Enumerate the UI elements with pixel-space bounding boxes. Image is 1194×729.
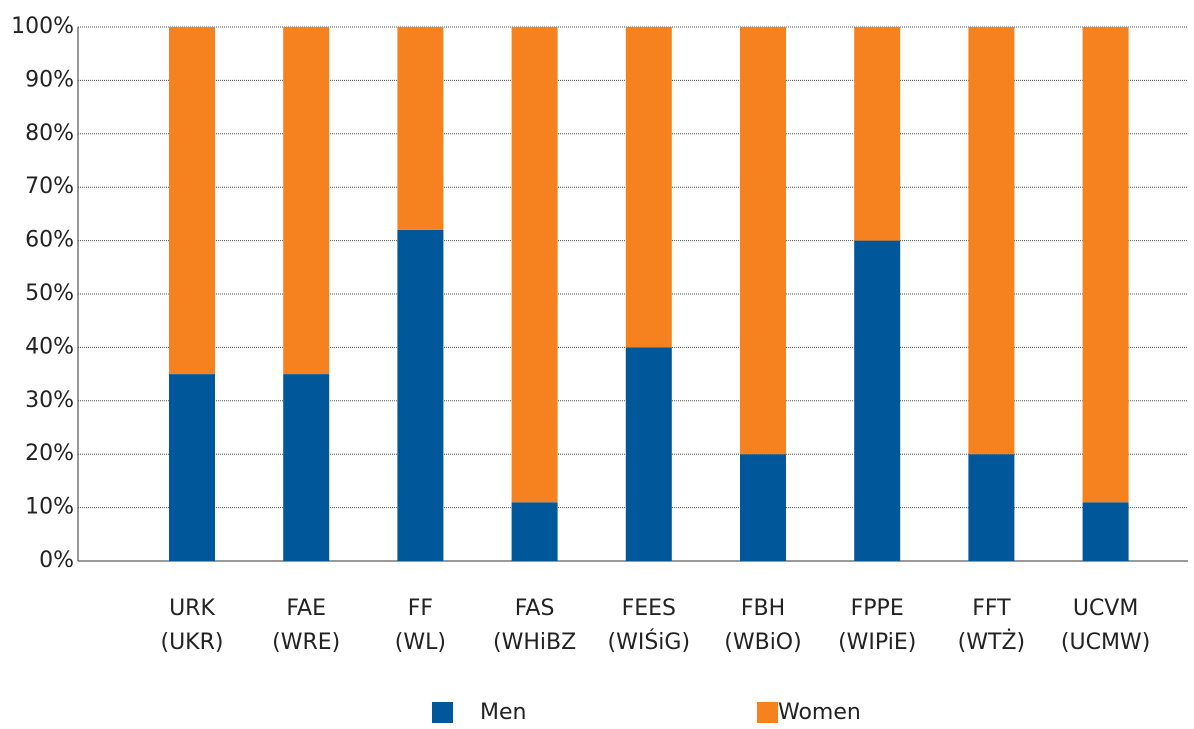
y-tick-label: 100% — [11, 14, 74, 39]
x-tick-label: URK — [169, 596, 215, 621]
bar-segment — [397, 229, 444, 562]
x-tick-label: (UKR) — [161, 630, 224, 655]
legend-label: Men — [480, 700, 526, 725]
x-tick-label: FAE — [286, 596, 326, 621]
bar-segment — [968, 27, 1015, 455]
x-tick-label: (WIŚiG) — [608, 629, 691, 655]
bar-segment — [625, 347, 672, 561]
x-tick-label: UCVM — [1073, 596, 1139, 621]
x-tick-label: (UCMW) — [1061, 630, 1150, 655]
legend-label: Women — [778, 700, 861, 725]
x-tick-label: FFT — [972, 596, 1011, 621]
legend-swatch — [757, 702, 778, 723]
bar-segment — [511, 27, 558, 503]
y-tick-label: 60% — [25, 228, 74, 253]
x-tick-label: (WIPiE) — [838, 630, 916, 655]
x-tick-label: FAS — [515, 596, 555, 621]
y-tick-label: 80% — [25, 121, 74, 146]
y-tick-label: 20% — [25, 441, 74, 466]
x-tick-label: (WBiO) — [724, 630, 801, 655]
x-tick-label: FEES — [622, 596, 676, 621]
bar-segment — [283, 27, 330, 375]
y-tick-label: 50% — [25, 281, 74, 306]
y-tick-label: 70% — [25, 174, 74, 199]
bar-segment — [740, 454, 786, 561]
bar-segment — [968, 454, 1015, 561]
legend-swatch — [432, 702, 453, 723]
bar-segment — [511, 502, 558, 561]
bar-segment — [625, 27, 672, 348]
bar-segment — [1082, 27, 1129, 503]
bar-segment — [854, 27, 901, 241]
y-tick-label: 10% — [25, 495, 74, 520]
bar-segment — [1082, 502, 1129, 561]
y-tick-label: 40% — [25, 334, 74, 359]
y-tick-label: 0% — [39, 548, 74, 573]
x-tick-label: (WHiBZ — [493, 630, 576, 655]
x-tick-label: (WTŻ) — [958, 629, 1025, 655]
x-tick-label: (WRE) — [272, 630, 340, 655]
x-tick-label: FBH — [741, 596, 785, 621]
y-tick-label: 90% — [25, 67, 74, 92]
x-tick-label: FPPE — [851, 596, 904, 621]
bar-segment — [740, 27, 786, 455]
bar-segment — [397, 27, 444, 230]
bar-segment — [169, 374, 215, 561]
bar-segment — [854, 240, 901, 561]
x-tick-label: (WL) — [395, 630, 446, 655]
bar-segment — [283, 374, 330, 561]
bar-segment — [169, 27, 215, 375]
y-tick-label: 30% — [25, 388, 74, 413]
x-tick-label: FF — [408, 596, 433, 621]
